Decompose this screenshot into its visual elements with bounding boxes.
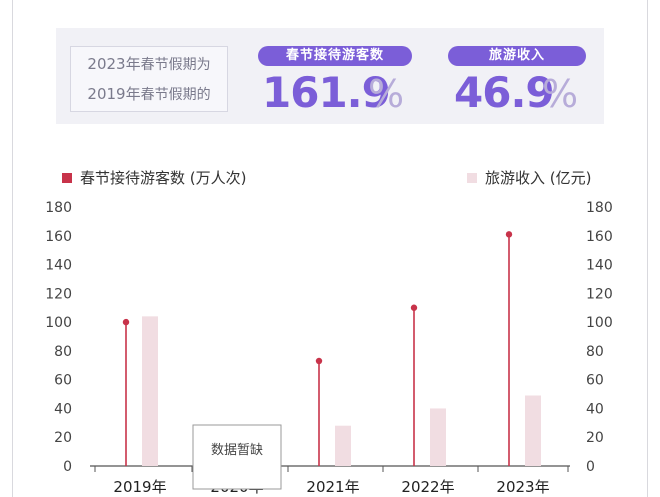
kpi-note-text2: 春节假期的 (140, 87, 211, 103)
kpi-visitors-unit: % (368, 72, 405, 116)
kpi-revenue-unit: % (542, 72, 579, 116)
visitor-point (505, 231, 513, 238)
x-tick-label: 2022年 (401, 478, 454, 496)
y-tick-right: 140 (586, 258, 613, 274)
legend-revenue-label: 旅游收入 (亿元) (485, 169, 592, 187)
y-tick-right: 80 (586, 344, 604, 360)
kpi-note-year2: 2019年 (87, 85, 141, 103)
y-tick-right: 180 (586, 200, 613, 216)
kpi-visitors-value: 161.9 (262, 68, 391, 117)
visitor-point (315, 357, 323, 365)
y-tick-right: 0 (586, 459, 595, 475)
kpi-note-box: 2023年春节假期为 2019年春节假期的 (70, 46, 228, 112)
visitor-point (410, 304, 418, 311)
kpi-note-line2: 2019年春节假期的 (71, 83, 227, 104)
kpi-note-year1: 2023年 (87, 55, 141, 73)
x-tick-label: 2021年 (306, 478, 359, 496)
y-tick-right: 120 (586, 286, 613, 302)
chart-area: 1801601401201008060402001801601401201008… (45, 200, 613, 496)
no-data-box (192, 424, 282, 490)
visitor-point (122, 318, 130, 326)
legend-visitors-swatch (62, 173, 72, 183)
y-tick-right: 20 (586, 430, 604, 446)
x-tick-label: 2023年 (496, 478, 549, 496)
y-tick-left: 60 (54, 373, 72, 389)
y-tick-right: 100 (586, 315, 613, 331)
y-tick-right: 40 (586, 401, 604, 417)
y-tick-left: 20 (54, 430, 72, 446)
kpi-visitors-label: 春节接待游客数 (258, 46, 412, 66)
revenue-bar (525, 395, 541, 466)
y-tick-left: 180 (45, 200, 72, 216)
y-tick-left: 160 (45, 229, 72, 245)
y-tick-left: 120 (45, 286, 72, 302)
revenue-bar (430, 408, 446, 466)
revenue-bar (142, 316, 158, 466)
y-tick-right: 160 (586, 229, 613, 245)
kpi-note-line1: 2023年春节假期为 (71, 53, 227, 74)
x-tick-label: 2019年 (113, 478, 166, 496)
no-data-label: 数据暂缺 (211, 443, 263, 458)
kpi-revenue-label: 旅游收入 (448, 46, 586, 66)
legend-visitors-label: 春节接待游客数 (万人次) (80, 169, 247, 187)
left-border-line (12, 0, 13, 497)
right-border-line (647, 0, 648, 497)
kpi-note-text1: 春节假期为 (140, 57, 211, 73)
y-tick-left: 140 (45, 258, 72, 274)
y-tick-right: 60 (586, 373, 604, 389)
y-tick-left: 80 (54, 344, 72, 360)
revenue-bar (335, 425, 351, 466)
y-tick-left: 0 (63, 459, 72, 475)
y-tick-left: 40 (54, 401, 72, 417)
y-tick-left: 100 (45, 315, 72, 331)
kpi-revenue-value: 46.9 (454, 68, 555, 117)
legend-revenue-swatch (467, 173, 477, 183)
